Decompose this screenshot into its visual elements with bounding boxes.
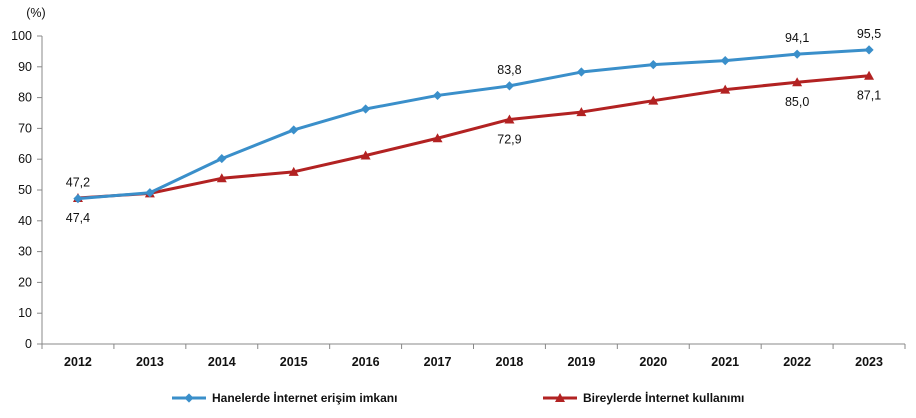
data-label: 95,5: [857, 27, 881, 41]
series-0-point: [792, 49, 802, 59]
x-tick-label: 2018: [496, 355, 524, 369]
data-label: 47,2: [66, 176, 90, 190]
y-tick-label: 100: [11, 29, 32, 43]
series-0-point: [145, 188, 155, 198]
y-tick-label: 0: [25, 337, 32, 351]
x-tick-label: 2017: [424, 355, 452, 369]
y-tick-label: 80: [18, 91, 32, 105]
series-0-point: [504, 81, 515, 91]
series-0-point: [864, 45, 874, 55]
series-layer: [72, 45, 875, 204]
data-label: 85,0: [785, 95, 809, 109]
y-tick-label: 10: [18, 306, 32, 320]
series-1-point: [504, 114, 515, 124]
data-label: 83,8: [497, 63, 521, 77]
y-axis-label: (%): [26, 6, 45, 20]
data-label: 72,9: [497, 132, 521, 146]
x-tick-label: 2015: [280, 355, 308, 369]
y-tick-label: 60: [18, 152, 32, 166]
series-1-point: [432, 133, 443, 143]
series-0-point: [576, 67, 586, 77]
legend-swatch-marker-1: [555, 393, 565, 402]
series-0-point: [432, 90, 443, 101]
series-0-point: [289, 125, 299, 135]
x-tick-label: 2021: [711, 355, 739, 369]
y-tick-label: 20: [18, 275, 32, 289]
data-label: 94,1: [785, 31, 809, 45]
y-tick-label: 30: [18, 245, 32, 259]
series-1-point: [216, 173, 227, 183]
legend-label-1: Bireylerde İnternet kullanımı: [583, 390, 744, 405]
series-0-point: [361, 104, 371, 114]
series-1-point: [720, 84, 731, 94]
series-0-point: [73, 194, 83, 204]
data-labels-layer: 47,2 47,4 83,8 72,9 94,1 85,0 95,5 87,1: [66, 27, 881, 225]
legend-label-0: Hanelerde İnternet erişim imkanı: [212, 390, 397, 405]
data-label: 47,4: [66, 211, 90, 225]
x-tick-label: 2019: [567, 355, 595, 369]
x-tick-label: 2022: [783, 355, 811, 369]
series-1-point: [360, 150, 371, 160]
x-tick-label: 2016: [352, 355, 380, 369]
y-tick-label: 90: [18, 60, 32, 74]
series-line-1: [76, 74, 871, 200]
x-tick-label: 2013: [136, 355, 164, 369]
data-label: 87,1: [857, 89, 881, 103]
x-tick-label: 2020: [639, 355, 667, 369]
y-tick-label: 50: [18, 183, 32, 197]
x-tick-label: 2023: [855, 355, 883, 369]
axes-layer: 0 10 20 30 40 50 60 70 80 90 100 (%) 2012 2013 2014 201…: [11, 6, 906, 369]
series-1-point: [864, 70, 875, 80]
series-line-0: [76, 48, 871, 201]
x-tick-label: 2012: [64, 355, 92, 369]
y-tick-label: 40: [18, 214, 32, 228]
series-1-point: [792, 77, 803, 87]
series-1-point: [648, 95, 659, 105]
series-0-point: [217, 153, 227, 164]
series-0-point: [648, 60, 658, 70]
series-0-point: [720, 56, 730, 66]
legend: Hanelerde İnternet erişim imkanı Bireyler…: [172, 390, 744, 405]
series-1-point: [576, 107, 587, 117]
legend-swatch-marker-0: [184, 393, 194, 403]
x-tick-label: 2014: [208, 355, 236, 369]
series-1-point: [288, 166, 299, 176]
y-tick-label: 70: [18, 121, 32, 135]
